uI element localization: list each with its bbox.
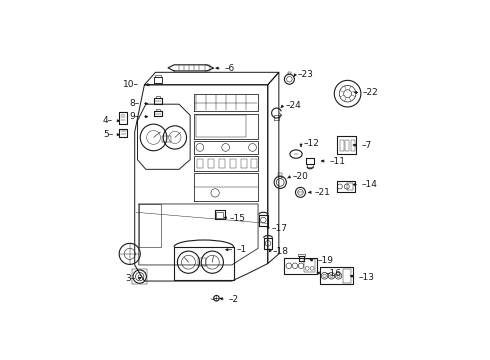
Text: –12: –12 xyxy=(303,139,319,148)
Text: –16: –16 xyxy=(325,269,342,278)
Text: –23: –23 xyxy=(298,70,314,79)
Text: 10–: 10– xyxy=(123,80,140,89)
Text: –2: –2 xyxy=(228,295,239,304)
Text: –15: –15 xyxy=(230,214,246,223)
Text: –22: –22 xyxy=(363,88,379,97)
Text: –19: –19 xyxy=(317,256,333,265)
Text: –14: –14 xyxy=(362,180,377,189)
Text: –11: –11 xyxy=(330,157,345,166)
Text: 9–: 9– xyxy=(129,112,140,121)
Text: –1: –1 xyxy=(237,245,247,254)
Text: 8–: 8– xyxy=(129,99,140,108)
Text: 4–: 4– xyxy=(103,116,113,125)
Text: –21: –21 xyxy=(314,188,330,197)
Text: 5–: 5– xyxy=(103,130,113,139)
Text: –13: –13 xyxy=(359,273,375,282)
Text: 3–: 3– xyxy=(125,274,135,283)
Text: –24: –24 xyxy=(285,101,301,110)
Text: –6: –6 xyxy=(224,64,235,73)
Text: –17: –17 xyxy=(271,224,287,233)
Text: –7: –7 xyxy=(362,141,372,150)
Text: –20: –20 xyxy=(292,172,308,181)
Text: –18: –18 xyxy=(273,247,289,256)
